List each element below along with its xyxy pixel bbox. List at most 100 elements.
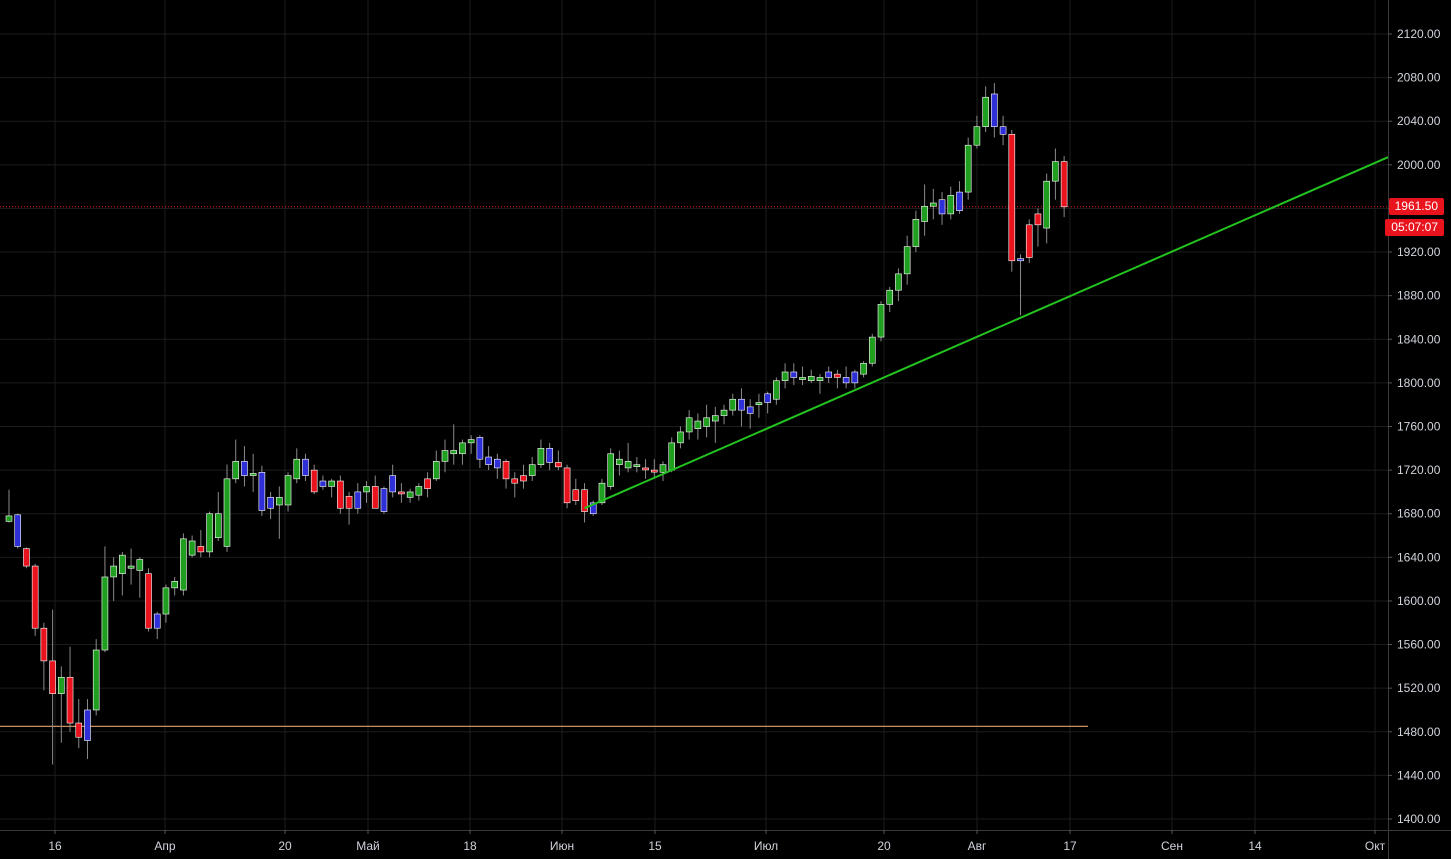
candle bbox=[842, 366, 850, 389]
candle bbox=[712, 406, 719, 443]
candle-body bbox=[363, 486, 370, 493]
y-tick-label: 1760.00 bbox=[1397, 420, 1441, 434]
candle bbox=[816, 374, 824, 394]
candle bbox=[520, 464, 527, 489]
candle bbox=[145, 568, 152, 632]
y-tick-label: 1600.00 bbox=[1397, 594, 1441, 608]
candle-body bbox=[1025, 224, 1033, 258]
candle-body bbox=[746, 406, 754, 414]
candle bbox=[982, 86, 989, 133]
candle bbox=[40, 622, 48, 691]
candle-body bbox=[851, 371, 859, 384]
candle-body bbox=[991, 93, 998, 127]
candle-body bbox=[415, 486, 423, 496]
y-tick-label: 2080.00 bbox=[1397, 71, 1441, 85]
candle bbox=[729, 393, 737, 416]
candle-body bbox=[668, 442, 676, 471]
candle bbox=[415, 483, 423, 501]
candle bbox=[650, 459, 658, 479]
candle bbox=[136, 557, 144, 598]
candle bbox=[171, 576, 178, 596]
candle-body bbox=[232, 461, 240, 480]
candle-body bbox=[511, 478, 519, 484]
candle bbox=[58, 666, 65, 743]
candle-body bbox=[249, 473, 257, 476]
candle bbox=[284, 472, 292, 512]
x-tick-label: Май bbox=[356, 839, 380, 853]
candle-body bbox=[895, 273, 902, 291]
candle-body bbox=[485, 456, 492, 465]
candle bbox=[1008, 129, 1016, 272]
candle bbox=[371, 475, 379, 509]
candle-body bbox=[380, 488, 388, 512]
candle-body bbox=[214, 513, 222, 539]
candle bbox=[877, 301, 885, 342]
candle bbox=[389, 464, 396, 498]
y-tick-label: 2040.00 bbox=[1397, 114, 1441, 128]
candle bbox=[476, 435, 484, 468]
candle-body bbox=[162, 587, 170, 615]
candle bbox=[563, 464, 571, 509]
candle-body bbox=[642, 467, 649, 471]
candle bbox=[162, 584, 170, 623]
candle bbox=[328, 478, 335, 498]
candle-body bbox=[973, 126, 981, 146]
candle-body bbox=[555, 462, 562, 468]
candle bbox=[310, 464, 318, 495]
candle-body bbox=[293, 458, 301, 480]
candle bbox=[1052, 148, 1059, 200]
trendline[interactable] bbox=[584, 156, 1389, 510]
y-tick-label: 1880.00 bbox=[1397, 289, 1441, 303]
candle-body bbox=[712, 415, 719, 422]
candle-body bbox=[659, 464, 667, 473]
candle-body bbox=[546, 448, 553, 463]
y-tick-label: 2120.00 bbox=[1397, 27, 1441, 41]
price-axis[interactable]: 2120.002080.002040.002000.001960.001920.… bbox=[1388, 0, 1441, 859]
candle bbox=[1025, 219, 1033, 263]
candle bbox=[398, 483, 405, 503]
candle-body bbox=[40, 627, 48, 662]
candle bbox=[1034, 208, 1042, 247]
candle bbox=[354, 483, 362, 514]
candle-body bbox=[302, 458, 309, 476]
candle bbox=[267, 491, 274, 520]
candle-body bbox=[276, 497, 283, 506]
candle bbox=[746, 399, 754, 429]
x-tick-label: Сен bbox=[1161, 839, 1183, 853]
candle-body bbox=[494, 458, 501, 469]
candle-body bbox=[921, 205, 928, 222]
candle bbox=[555, 450, 562, 471]
candle-body bbox=[764, 393, 771, 403]
candle-body bbox=[136, 559, 144, 571]
candle-body bbox=[799, 377, 806, 380]
candle bbox=[868, 333, 876, 367]
candle bbox=[127, 548, 135, 585]
candle bbox=[616, 450, 623, 476]
time-axis[interactable]: 16 Апр 20 Май 18 Июн 15 Июл 20 Авг 17 Сен 14 Окт bbox=[0, 830, 1451, 853]
x-tick-label: 18 bbox=[463, 839, 477, 853]
candle-body bbox=[1034, 213, 1042, 226]
candle bbox=[921, 184, 928, 236]
y-tick-label: 1720.00 bbox=[1397, 463, 1441, 477]
candle bbox=[450, 424, 458, 465]
candle bbox=[659, 461, 667, 482]
candle-body bbox=[337, 480, 344, 509]
candle-body bbox=[127, 565, 135, 569]
candle bbox=[720, 404, 728, 425]
candle-body bbox=[964, 144, 972, 193]
trendline[interactable] bbox=[584, 156, 1389, 510]
candle bbox=[153, 611, 161, 640]
candle bbox=[694, 413, 702, 440]
candle-body bbox=[467, 439, 475, 444]
candle-body bbox=[834, 373, 841, 378]
grid bbox=[0, 0, 1388, 830]
candle bbox=[930, 188, 937, 220]
candle-body bbox=[816, 377, 824, 382]
x-tick-label: Апр bbox=[154, 839, 176, 853]
candle-body bbox=[616, 458, 623, 465]
candle-body bbox=[825, 371, 832, 378]
candle-body bbox=[607, 453, 614, 487]
candle bbox=[781, 363, 789, 389]
candle bbox=[119, 551, 126, 596]
